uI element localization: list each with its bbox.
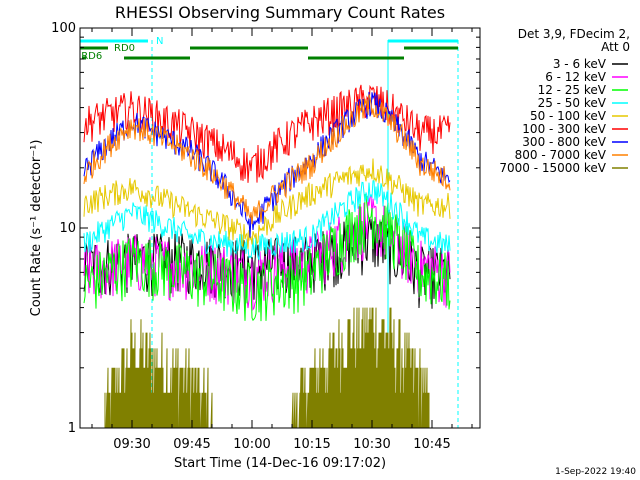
chart-title: RHESSI Observing Summary Count Rates	[115, 3, 445, 22]
x-tick-label: 10:00	[233, 437, 270, 452]
y-tick-label: 100	[51, 21, 76, 36]
x-tick-label: 10:45	[413, 437, 450, 452]
plot-area: N RD0 RD6	[79, 36, 459, 429]
x-tick-label: 10:30	[353, 437, 390, 452]
series-100-300keV	[83, 84, 451, 183]
series-7000-15000keV	[104, 307, 430, 429]
legend-label: 100 - 300 keV	[522, 122, 606, 136]
series-line	[83, 94, 451, 225]
state-bars: N RD0 RD6	[80, 36, 458, 62]
legend-label: 6 - 12 keV	[545, 70, 607, 84]
series-25-50keV	[83, 180, 451, 261]
legend-label: 7000 - 15000 keV	[499, 161, 606, 175]
legend-label: 50 - 100 keV	[530, 109, 607, 123]
rd6-label: RD6	[81, 51, 102, 62]
series-50-100keV	[83, 158, 451, 249]
series-12-25keV	[83, 194, 451, 322]
y-tick-label: 1	[68, 421, 76, 436]
x-axis-label: Start Time (14-Dec-16 09:17:02)	[174, 456, 386, 471]
night-label: N	[156, 36, 163, 47]
x-tick-label: 09:30	[113, 437, 150, 452]
series-line	[83, 158, 451, 249]
rd0-label: RD0	[114, 43, 135, 54]
legend-label: 12 - 25 keV	[538, 83, 607, 97]
y-tick-label: 10	[59, 221, 76, 236]
x-tick-label: 10:15	[293, 437, 330, 452]
x-tick-label: 09:45	[173, 437, 210, 452]
legend-label: 3 - 6 keV	[553, 57, 607, 71]
legend-header-1: Det 3,9, FDecim 2,	[518, 27, 630, 41]
series-800-7000keV	[83, 94, 451, 225]
footer-date: 1-Sep-2022 19:40	[555, 467, 636, 477]
legend-header-2: Att 0	[601, 40, 630, 54]
legend-label: 300 - 800 keV	[522, 135, 606, 149]
legend-label: 25 - 50 keV	[538, 96, 607, 110]
series-line	[104, 307, 430, 429]
axis-ticks: 1 10 100 09:30 09:45 10:00 10:15 10:30 10:45	[51, 21, 480, 452]
series-line	[83, 194, 451, 322]
series-line	[83, 180, 451, 261]
legend-label: 800 - 7000 keV	[515, 148, 607, 162]
series-line	[83, 84, 451, 183]
y-axis-label: Count Rate (s⁻¹ detector⁻¹)	[29, 140, 44, 317]
